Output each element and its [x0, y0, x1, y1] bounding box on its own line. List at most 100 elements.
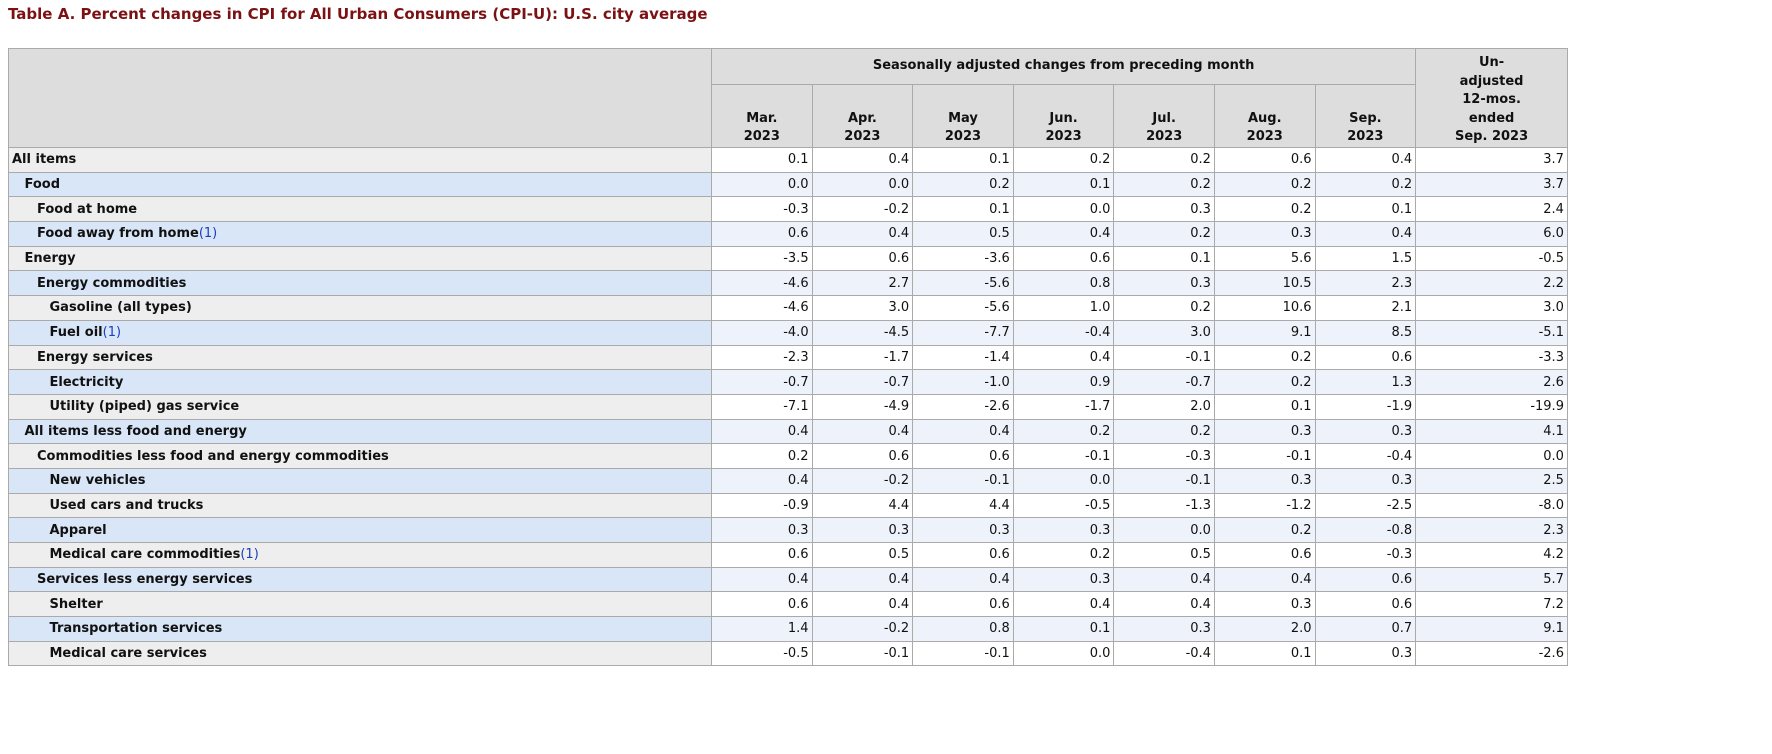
row-label-cell: Gasoline (all types) [8, 295, 712, 321]
value-cell: 0.0 [1012, 640, 1115, 667]
row-label-cell: Apparel [8, 517, 712, 543]
value-cell: 0.2 [1113, 295, 1215, 321]
value-cell: 0.4 [1113, 566, 1215, 593]
value-cell: -4.6 [711, 270, 813, 297]
corner-cell [8, 48, 712, 148]
value-cell: 0.1 [912, 147, 1014, 173]
value-cell: -0.3 [711, 196, 813, 223]
header-line: Mar. [746, 110, 778, 126]
value-cell: 0.4 [1012, 344, 1115, 371]
value-cell: -19.9 [1415, 393, 1568, 420]
value-cell: 2.6 [1415, 369, 1568, 395]
header-line: 2023 [743, 129, 780, 145]
value-cell: 0.4 [1213, 566, 1316, 593]
footnote-link[interactable]: (1) [102, 325, 122, 341]
value-cell: 0.2 [1012, 418, 1115, 445]
table-body: All items 0.1 0.4 0.1 0.2 0.2 0.6 0.4 3.7 Food 0.0… [8, 147, 1568, 667]
data-row: Medical care commodities(1) 0.6 0.5 0.6 0.2 0… [8, 542, 1568, 568]
value-cell: 0.1 [1213, 393, 1316, 420]
value-cell: 0.0 [1415, 443, 1568, 469]
row-label-cell: Food [8, 171, 712, 198]
header-line: Apr. [847, 110, 877, 126]
value-cell: 0.2 [1213, 369, 1316, 395]
value-cell: 0.2 [1113, 418, 1215, 445]
value-cell: 0.3 [711, 517, 813, 543]
value-cell: 0.3 [1113, 616, 1215, 642]
value-cell: 0.2 [711, 443, 813, 469]
value-cell: -0.4 [1012, 319, 1115, 346]
value-cell: 0.9 [1012, 369, 1115, 395]
row-label-cell: Electricity [8, 369, 712, 395]
value-cell: -1.0 [912, 369, 1014, 395]
row-label-cell: Shelter [8, 591, 712, 618]
header-line: Jul. [1152, 110, 1176, 126]
value-cell: 0.2 [912, 171, 1014, 198]
last-column-header: Un-adjusted 12-mos. ended Sep. 2023 [1415, 48, 1568, 148]
value-cell: 0.1 [711, 147, 813, 173]
value-cell: -4.0 [711, 319, 813, 346]
row-label: New vehicles [49, 473, 146, 489]
value-cell: 0.6 [1314, 591, 1417, 618]
value-cell: -0.2 [811, 467, 914, 494]
value-cell: -0.8 [1314, 517, 1417, 543]
row-label-cell: Commodities less food and energy commodi… [8, 443, 712, 469]
row-label: Utility (piped) gas service [49, 399, 240, 415]
value-cell: -2.3 [711, 344, 813, 371]
value-cell: 0.0 [1012, 196, 1115, 223]
value-cell: 0.2 [1012, 542, 1115, 568]
value-cell: 0.3 [1113, 196, 1215, 223]
value-cell: 2.4 [1415, 196, 1568, 223]
value-cell: 0.6 [912, 591, 1014, 618]
data-row: Fuel oil(1) -4.0 -4.5 -7.7 -0.4 3.0 9.1 8.5 -5.1 [8, 319, 1568, 346]
header-line: Jun. [1049, 110, 1078, 126]
value-cell: -3.3 [1415, 344, 1568, 371]
value-cell: -0.5 [711, 640, 813, 667]
value-cell: 0.6 [1314, 566, 1417, 593]
value-cell: -0.2 [811, 616, 914, 642]
value-cell: 0.1 [1012, 171, 1115, 198]
footnote-link[interactable]: (1) [240, 547, 259, 563]
month-header: Aug. 2023 [1213, 84, 1316, 148]
data-row: Utility (piped) gas service -7.1 -4.9 -2.6-… [8, 393, 1568, 420]
value-cell: 0.6 [1213, 147, 1316, 173]
row-label: Food [24, 177, 61, 193]
value-cell: 0.4 [1012, 591, 1115, 618]
value-cell: 0.6 [811, 443, 914, 469]
value-cell: 0.6 [912, 542, 1014, 568]
value-cell: 0.0 [811, 171, 914, 198]
value-cell: 0.2 [1213, 344, 1316, 371]
row-label: Services less energy services [37, 572, 253, 588]
row-label: Gasoline (all types) [49, 300, 192, 316]
value-cell: 0.4 [711, 566, 813, 593]
value-cell: -0.4 [1314, 443, 1417, 469]
value-cell: 0.6 [711, 221, 813, 247]
footnote-link[interactable]: (1) [198, 226, 218, 242]
value-cell: 0.0 [1113, 517, 1215, 543]
value-cell: 2.3 [1314, 270, 1417, 297]
value-cell: 0.4 [1012, 221, 1115, 247]
value-cell: 10.6 [1213, 295, 1316, 321]
header-row: Seasonally adjusted changes from precedi… [8, 48, 1568, 148]
value-cell: 0.1 [1113, 245, 1215, 272]
value-cell: 0.1 [912, 196, 1014, 223]
value-cell: 0.2 [1113, 171, 1215, 198]
value-cell: 0.1 [1012, 616, 1115, 642]
value-cell: 1.5 [1314, 245, 1417, 272]
value-cell: -2.5 [1314, 492, 1417, 519]
header-line: Un- [1478, 55, 1505, 71]
value-cell: 0.4 [811, 147, 914, 173]
value-cell: -0.7 [811, 369, 914, 395]
value-cell: 1.4 [711, 616, 813, 642]
value-cell: 0.2 [1012, 147, 1115, 173]
value-cell: 2.7 [811, 270, 914, 297]
value-cell: 0.3 [1213, 591, 1316, 618]
row-label-cell: New vehicles [8, 467, 712, 494]
row-label-cell: Used cars and trucks [8, 492, 712, 519]
row-label: Energy commodities [37, 275, 187, 291]
value-cell: 0.4 [711, 467, 813, 494]
row-label-cell: Energy services [8, 344, 712, 371]
value-cell: 3.0 [1415, 295, 1568, 321]
value-cell: -0.9 [711, 492, 813, 519]
